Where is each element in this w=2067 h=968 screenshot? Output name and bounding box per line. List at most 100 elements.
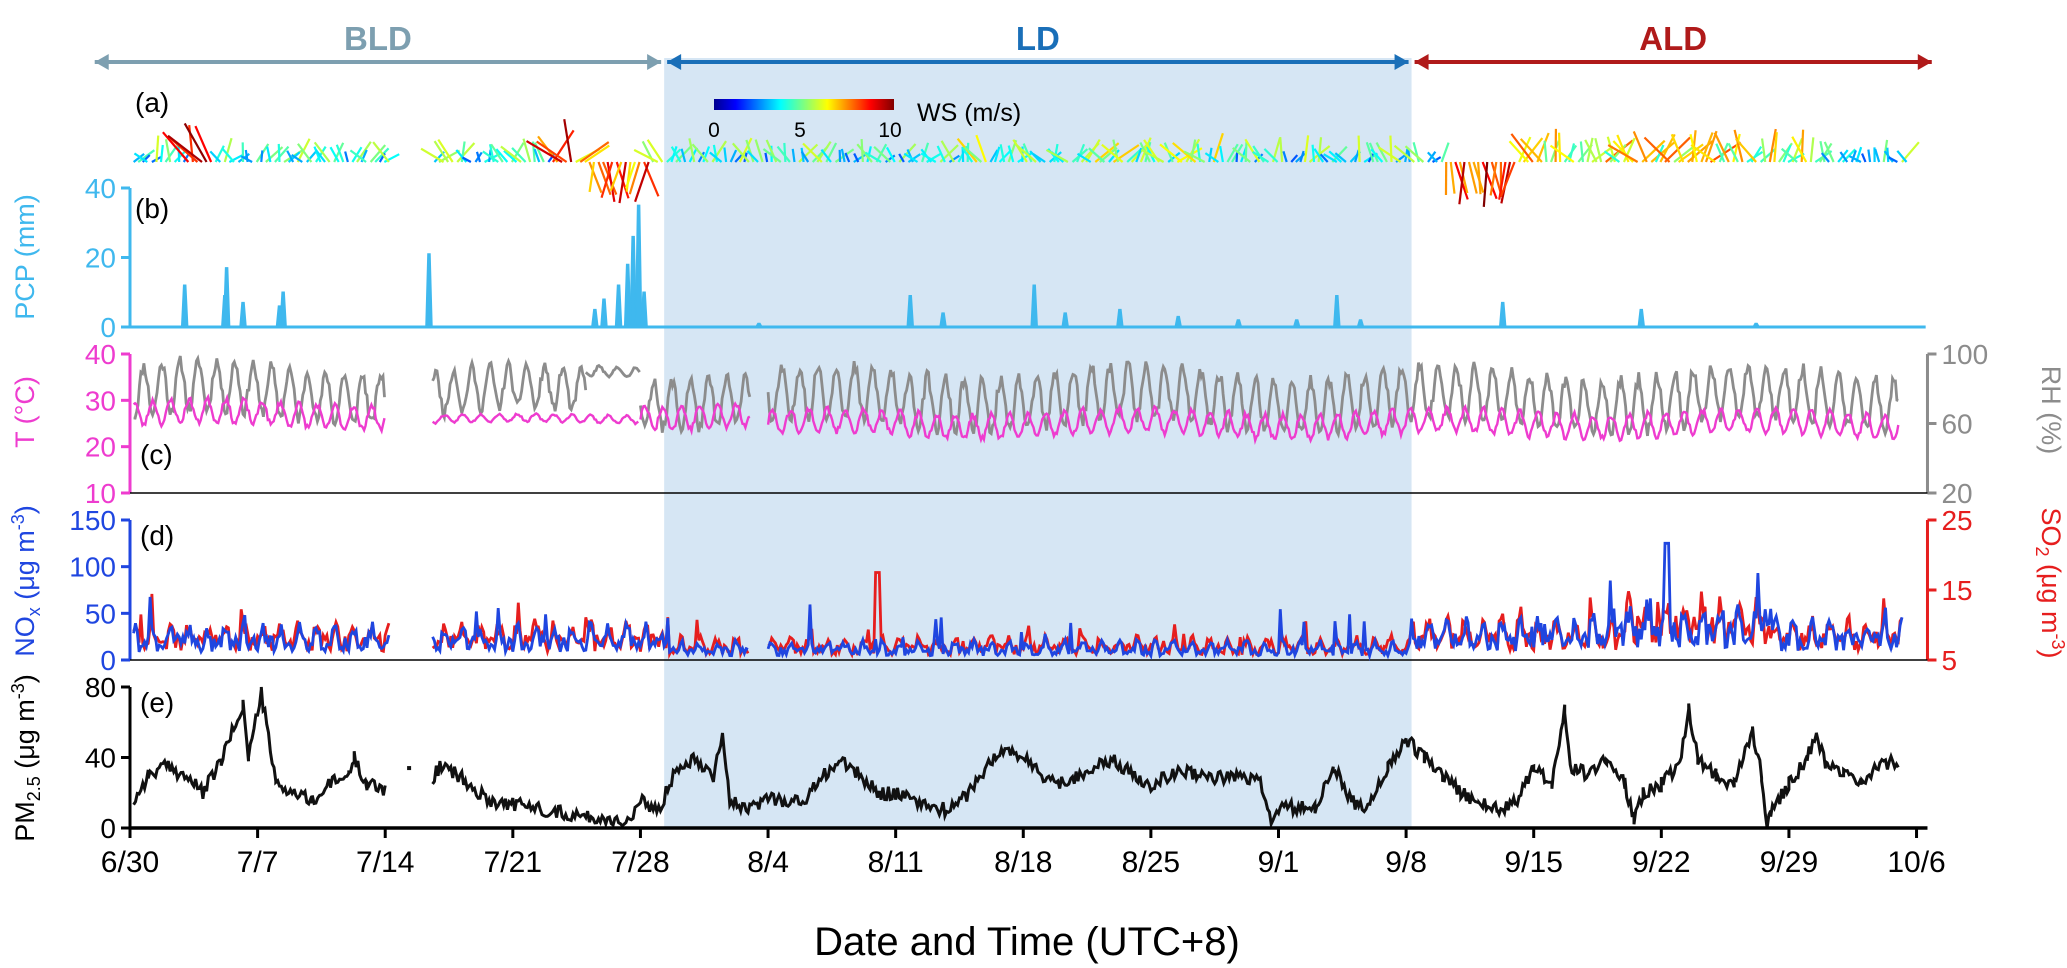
colorbar-label: WS (m/s) (917, 99, 1021, 127)
wind-vector (1735, 138, 1757, 163)
pcp-bar (1333, 294, 1341, 328)
wind-vector (1791, 136, 1808, 163)
wind-vector (372, 141, 390, 163)
pcp-bar (906, 294, 915, 328)
wind-vector (609, 161, 623, 192)
wind-vector (369, 144, 387, 163)
wind-vector (291, 154, 303, 163)
wind-vector (1053, 143, 1059, 163)
wind-vector (313, 146, 322, 163)
wind-vector (1375, 142, 1388, 163)
wind-vector (159, 144, 164, 163)
wind-vector (274, 145, 290, 163)
wind-vector (688, 138, 696, 163)
pcp-bar (1234, 319, 1243, 328)
wind-vector (1616, 134, 1630, 163)
wind-vector (1232, 147, 1251, 163)
wind-vector (349, 149, 367, 163)
wind-vector (500, 145, 522, 163)
wind-vector (691, 143, 709, 163)
wind-vector (495, 148, 509, 163)
wind-vector (729, 149, 738, 163)
x-tick-label: 7/21 (484, 846, 542, 879)
wind-vector (802, 142, 823, 163)
wind-vector (1709, 141, 1742, 163)
nox-series (132, 541, 1904, 662)
wind-vector (552, 129, 575, 163)
nox-ylabel: NOx (μg m-3) (8, 505, 44, 657)
wind-colorbar (714, 99, 894, 110)
wind-vector (1365, 141, 1375, 163)
wind-vector (1673, 146, 1694, 163)
wind-vector (162, 131, 190, 163)
wind-vector (1848, 155, 1862, 163)
wind-vector (1759, 148, 1777, 163)
wind-vector (1167, 151, 1181, 163)
wind-vector (462, 156, 472, 163)
wind-vector (961, 146, 974, 163)
wind-vector (1482, 161, 1489, 207)
wind-vector (563, 119, 573, 163)
wind-vector (588, 161, 603, 194)
wind-vector (133, 152, 148, 163)
pcp-bar (591, 308, 599, 328)
wind-vector (374, 147, 390, 163)
pcp-bar (634, 204, 643, 328)
rh-axis-tick-label: 100 (1941, 339, 1988, 370)
wind-vector (1519, 138, 1543, 163)
rh-ylabel: RH (%) (2036, 366, 2066, 455)
wind-vector (1819, 140, 1826, 163)
wind-vector (420, 147, 445, 163)
wind-vector (297, 143, 313, 163)
arrow-head-right (647, 54, 662, 70)
wind-vector (1768, 128, 1777, 163)
wind-vector (1500, 161, 1516, 197)
wind-vector (1331, 145, 1348, 163)
wind-vector (920, 152, 937, 163)
wind-vector (898, 153, 905, 163)
wind-vector (738, 137, 753, 163)
wind-vector (998, 149, 1013, 163)
rh-axis-tick-label: 20 (1941, 478, 1972, 509)
wind-vector (1594, 137, 1603, 163)
wind-vectors (132, 119, 1920, 207)
wind-vector (1045, 148, 1069, 163)
nox-axis-tick-label: 100 (69, 552, 116, 583)
wind-vector (1007, 145, 1015, 163)
wind-vector (711, 140, 727, 163)
wind-vector (1183, 150, 1206, 163)
x-tick-label: 9/22 (1632, 846, 1690, 879)
wind-vector (800, 150, 810, 163)
wind-vector (948, 154, 961, 163)
wind-vector (1780, 147, 1798, 163)
wind-vector (670, 146, 682, 163)
temp-axis-tick-label: 10 (85, 478, 116, 509)
wind-vector (1818, 142, 1833, 163)
wind-vector (329, 146, 340, 163)
arrow-head-right (1394, 54, 1409, 70)
pcp-bar (279, 291, 287, 328)
wind-vector (1607, 144, 1639, 163)
wind-vector (1126, 148, 1142, 163)
wind-vector (1850, 149, 1857, 163)
wind-vector (1088, 147, 1106, 163)
panel-c-temp-rh: (c) 10 20 30 40 20 60 100 T (°C) RH (%) (10, 339, 2066, 509)
wind-vector (1839, 151, 1849, 163)
pcp-bar (1498, 301, 1507, 328)
wind-vector (1579, 141, 1585, 163)
wind-vector (1328, 150, 1343, 163)
nox-axis-tick-label: 50 (85, 598, 116, 629)
wind-vector (286, 150, 295, 163)
wind-vector (873, 145, 891, 163)
wind-vector (266, 146, 272, 163)
wind-vector (864, 151, 882, 163)
wind-vector (975, 134, 987, 163)
wind-vector (885, 146, 896, 163)
wind-vector (1431, 156, 1442, 163)
wind-vector (840, 148, 846, 163)
wind-vector (1584, 139, 1598, 163)
wind-vector (1389, 135, 1393, 163)
wind-vector (1760, 138, 1767, 163)
wind-vector (1022, 143, 1033, 163)
wind-vector (455, 149, 468, 163)
